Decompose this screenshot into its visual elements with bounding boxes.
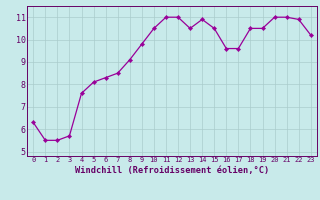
X-axis label: Windchill (Refroidissement éolien,°C): Windchill (Refroidissement éolien,°C) [75,166,269,175]
